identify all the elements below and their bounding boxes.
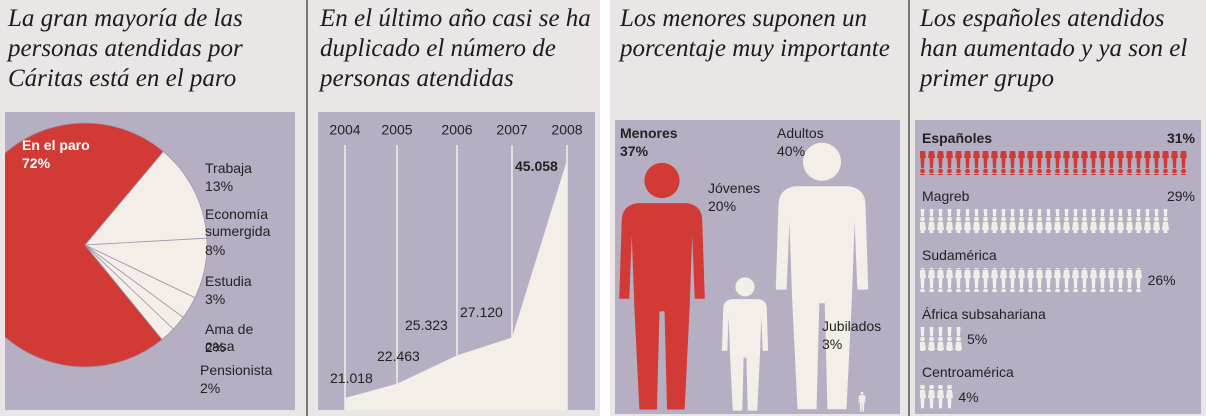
pie — [5, 122, 208, 368]
person-figure — [721, 277, 769, 411]
icon-row — [920, 209, 1170, 233]
slice-value: 2% — [205, 339, 226, 355]
value-label: 27.120 — [460, 303, 503, 320]
slice-label: Economía sumergida — [205, 206, 271, 239]
icon-row — [920, 268, 1144, 292]
x-tick-label: 2004 — [329, 122, 360, 138]
panel-title: Los españoles atendidos han aumentado y … — [920, 5, 1188, 92]
value-label: 45.058 — [515, 158, 558, 174]
slice-value: 72% — [22, 155, 51, 171]
panel-title: En el último año casi se ha duplicado el… — [320, 5, 591, 92]
row-label: Sudamérica — [922, 247, 997, 263]
x-tick-label: 2008 — [551, 122, 582, 138]
slice-label: Ama de casa — [205, 321, 254, 354]
row-value: 26% — [1147, 272, 1176, 288]
figure-value: 40% — [777, 143, 806, 159]
row-value: 5% — [967, 331, 988, 347]
figure-value: 37% — [620, 143, 649, 159]
slice-label: Trabaja — [205, 160, 252, 176]
slice-value: 8% — [205, 242, 226, 258]
value-label: 21.018 — [330, 370, 373, 386]
figure-label: Jóvenes — [708, 180, 761, 196]
slice-value: 13% — [205, 178, 234, 194]
slice-value: 2% — [200, 380, 221, 396]
panel-title: Los menores suponen un porcentaje muy im… — [620, 5, 890, 62]
slice-label: Estudia — [205, 273, 252, 289]
icon-row — [920, 385, 955, 409]
slice-value: 3% — [205, 291, 226, 307]
row-label: Españoles — [922, 130, 993, 146]
area — [345, 160, 567, 410]
row-value: 31% — [1166, 130, 1195, 146]
figure-label: Jubilados — [822, 318, 882, 334]
person-figure — [775, 142, 869, 410]
row-value: 4% — [958, 389, 979, 405]
slice-label: Pensionista — [200, 362, 273, 378]
pie-slice — [84, 244, 174, 341]
figure-label: Adultos — [777, 125, 824, 141]
icon-row — [920, 151, 1187, 175]
x-tick-label: 2007 — [496, 122, 527, 138]
x-tick-label: 2006 — [441, 122, 472, 138]
row-label: Centroamérica — [922, 364, 1014, 380]
value-label: 25.323 — [405, 317, 448, 334]
row-label: Magreb — [922, 188, 970, 204]
row-label: África subsahariana — [922, 306, 1046, 322]
person-figure — [619, 162, 705, 410]
icon-row — [920, 327, 963, 351]
slice-label: En el paro — [22, 137, 90, 153]
person-figure — [858, 391, 866, 412]
figure-label: Menores — [620, 125, 678, 141]
x-tick-label: 2005 — [381, 122, 412, 138]
pie-slice — [5, 122, 164, 368]
row-value: 29% — [1166, 188, 1195, 204]
figure-value: 3% — [822, 336, 843, 352]
figure-value: 20% — [708, 198, 737, 214]
pie-slice — [84, 150, 208, 246]
panel-title: La gran mayoría de las personas atendida… — [8, 5, 243, 92]
value-label: 22.463 — [377, 347, 420, 364]
